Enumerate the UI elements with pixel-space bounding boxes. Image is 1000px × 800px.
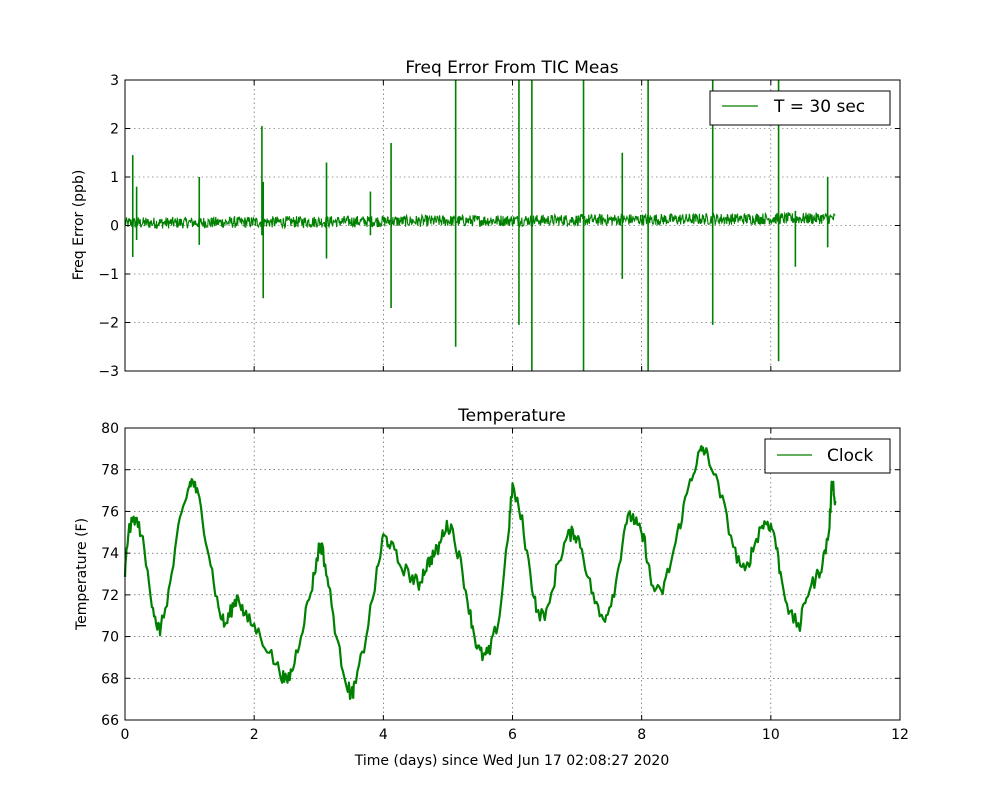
y-tick-label: 3: [110, 73, 119, 89]
y-tick-label: 1: [110, 170, 119, 186]
x-axis-label: Time (days) since Wed Jun 17 02:08:27 20…: [354, 753, 669, 769]
y-tick-label: −3: [98, 364, 119, 380]
legend: T = 30 sec: [709, 90, 891, 126]
y-tick-label: 80: [101, 421, 119, 437]
plot-data: [124, 80, 836, 371]
x-tick-label: 2: [250, 727, 259, 743]
freq-error-panel: Freq Error From TIC Meas Freq Error (ppb…: [71, 58, 901, 380]
legend-box: [709, 90, 891, 126]
y-tick-label: 2: [110, 122, 119, 138]
plot-frame: [124, 427, 901, 721]
y-tick-label: 66: [101, 713, 119, 729]
y-tick-label: −1: [98, 267, 119, 283]
y-tick-label: −2: [98, 316, 119, 332]
legend: Clock: [764, 438, 891, 474]
plot-frame: [124, 79, 901, 372]
chart-title: Freq Error From TIC Meas: [405, 58, 618, 78]
x-tick-label: 4: [379, 727, 388, 743]
series-line-freq-error: [124, 211, 836, 230]
series-line-clock: [123, 445, 837, 700]
legend-box: [764, 438, 891, 474]
y-tick-label: 0: [110, 219, 119, 235]
y-tick-label: 74: [101, 546, 119, 562]
y-tick-label: 68: [101, 671, 119, 687]
y-tick-label: 76: [101, 504, 119, 520]
legend-label: T = 30 sec: [773, 97, 865, 117]
x-tick-label: 12: [891, 727, 909, 743]
plot-data: [123, 445, 837, 700]
x-tick-label: 0: [121, 727, 130, 743]
x-tick-label: 10: [762, 727, 780, 743]
legend-label: Clock: [827, 446, 873, 466]
x-tick-label: 8: [637, 727, 646, 743]
y-tick-label: 72: [101, 588, 119, 604]
y-axis-label: Temperature (F): [74, 518, 90, 631]
y-tick-label: 70: [101, 630, 119, 646]
temperature-panel: Temperature Temperature (F) 0 2 4 6 8 10 12807…: [74, 406, 909, 743]
chart-title: Temperature: [457, 406, 566, 426]
y-tick-label: 78: [101, 463, 119, 479]
x-tick-label: 6: [508, 727, 517, 743]
y-axis-label: Freq Error (ppb): [71, 170, 87, 281]
grid-lines: [125, 428, 900, 720]
